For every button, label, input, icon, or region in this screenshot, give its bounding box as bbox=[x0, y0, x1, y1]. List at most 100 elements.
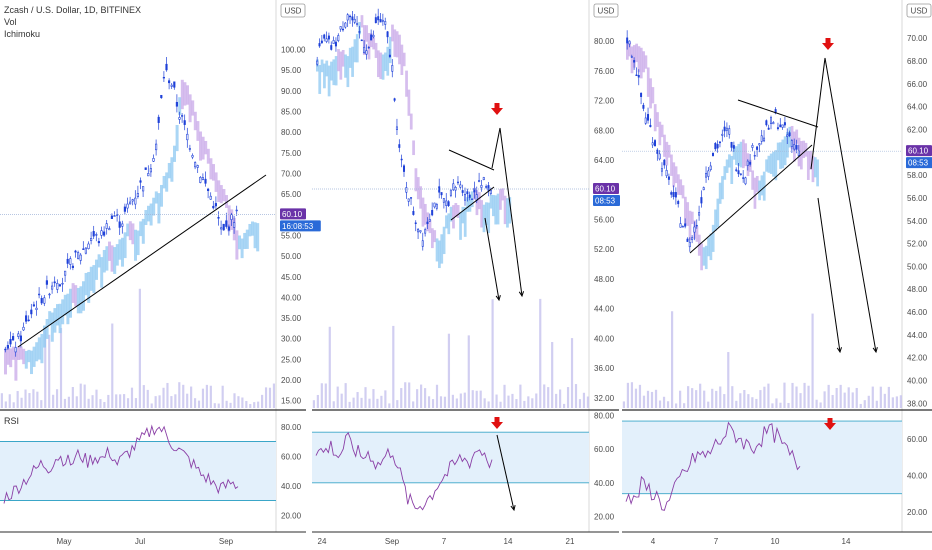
candle-body bbox=[756, 146, 759, 150]
price-tick-label: 15.00 bbox=[281, 397, 302, 406]
volume-bar bbox=[630, 382, 634, 408]
ichimoku-cloud bbox=[492, 194, 495, 217]
ichimoku-cloud bbox=[442, 226, 446, 255]
candle-body bbox=[144, 167, 147, 170]
volume-bar bbox=[245, 400, 248, 408]
ichimoku-cloud bbox=[344, 54, 347, 78]
candle-body bbox=[152, 158, 155, 162]
volume-bar bbox=[261, 394, 264, 408]
candle-body bbox=[386, 31, 389, 38]
projection-down-arrow bbox=[484, 217, 500, 301]
candle-body bbox=[431, 210, 434, 216]
ichimoku-cloud bbox=[681, 185, 685, 199]
candle-body bbox=[139, 180, 142, 183]
volume-bar bbox=[827, 384, 830, 408]
candle-body bbox=[424, 229, 427, 234]
ichimoku-cloud bbox=[87, 271, 91, 303]
ichimoku-cloud bbox=[102, 249, 106, 273]
candle-body bbox=[438, 186, 441, 193]
candle-body bbox=[69, 258, 72, 265]
candle-body bbox=[225, 220, 228, 227]
rsi-tick-label: 60.00 bbox=[594, 445, 615, 454]
ichimoku-cloud bbox=[506, 198, 509, 228]
ichimoku-cloud bbox=[735, 146, 738, 166]
volume-bar bbox=[150, 403, 153, 408]
candle-body bbox=[356, 23, 359, 25]
candle-body bbox=[763, 137, 766, 142]
candle-body bbox=[428, 219, 431, 222]
volume-bar bbox=[170, 396, 173, 408]
rsi-line bbox=[3, 424, 239, 504]
ichimoku-cloud bbox=[445, 215, 448, 229]
candle-body bbox=[760, 135, 763, 142]
ichimoku-cloud bbox=[66, 293, 70, 325]
ichimoku-cloud bbox=[334, 56, 338, 86]
ichimoku-cloud bbox=[152, 197, 156, 216]
volume-bar bbox=[855, 387, 858, 408]
currency-box[interactable] bbox=[280, 3, 306, 18]
candle-body bbox=[737, 170, 740, 175]
ichimoku-cloud bbox=[92, 265, 96, 293]
volume-bar bbox=[52, 394, 55, 408]
volume-bar bbox=[134, 398, 138, 408]
countdown-badge bbox=[593, 195, 620, 207]
currency-box[interactable] bbox=[593, 3, 619, 18]
ichimoku-cloud bbox=[742, 139, 745, 169]
ichimoku-cloud bbox=[714, 209, 717, 231]
volume-bar bbox=[787, 402, 790, 408]
ichimoku-cloud bbox=[43, 325, 46, 348]
ichimoku-cloud bbox=[477, 192, 481, 210]
ichimoku-cloud bbox=[209, 158, 213, 180]
candle-body bbox=[30, 309, 33, 315]
volume-bar bbox=[487, 401, 490, 408]
ichimoku-cloud bbox=[118, 239, 122, 260]
rsi-tick-label: 80.00 bbox=[281, 423, 302, 432]
volume-bar bbox=[237, 396, 240, 408]
price-tick-label: 42.00 bbox=[907, 354, 928, 363]
candle-body bbox=[155, 143, 158, 151]
time-tick-label: 14 bbox=[842, 537, 851, 546]
volume-bar bbox=[372, 389, 375, 408]
volume-bar bbox=[646, 390, 650, 408]
last-price-badge bbox=[280, 208, 306, 220]
volume-bar bbox=[658, 400, 662, 408]
ichimoku-cloud bbox=[767, 155, 771, 173]
ichimoku-cloud bbox=[753, 177, 757, 209]
rsi-projection-arrow bbox=[496, 434, 515, 511]
candle-body bbox=[730, 141, 733, 148]
ichimoku-cloud bbox=[79, 286, 83, 314]
candle-body bbox=[186, 133, 189, 141]
candle-body bbox=[466, 191, 469, 195]
ichimoku-cloud bbox=[136, 230, 140, 256]
candle-body bbox=[485, 186, 488, 188]
volume-bar bbox=[103, 402, 106, 408]
ichimoku-cloud bbox=[110, 245, 114, 272]
currency-box[interactable] bbox=[906, 3, 932, 18]
volume-bar bbox=[831, 394, 834, 408]
ichimoku-cloud bbox=[248, 223, 252, 237]
candle-body bbox=[230, 214, 233, 220]
ichimoku-cloud bbox=[381, 54, 385, 80]
candle-body bbox=[43, 297, 46, 304]
ichimoku-cloud bbox=[704, 245, 708, 270]
candle-body bbox=[412, 211, 415, 215]
volume-bar bbox=[747, 394, 750, 408]
candle-body bbox=[170, 84, 173, 87]
candle-body bbox=[100, 230, 103, 236]
projection-up-line bbox=[491, 127, 501, 169]
price-tick-label: 56.00 bbox=[907, 194, 928, 203]
volume-bar bbox=[439, 396, 443, 408]
arrow-head bbox=[836, 347, 842, 354]
candle-body bbox=[698, 212, 701, 216]
candle-body bbox=[712, 152, 714, 156]
volume-bar bbox=[268, 387, 272, 408]
ichimoku-cloud bbox=[686, 202, 690, 226]
candle-body bbox=[56, 283, 59, 290]
ichimoku-cloud bbox=[438, 240, 441, 269]
ichimoku-cloud bbox=[19, 346, 23, 360]
volume-bar bbox=[642, 395, 646, 408]
candle-body bbox=[188, 148, 191, 150]
volume-bar bbox=[895, 396, 898, 408]
volume-bar bbox=[570, 338, 574, 408]
